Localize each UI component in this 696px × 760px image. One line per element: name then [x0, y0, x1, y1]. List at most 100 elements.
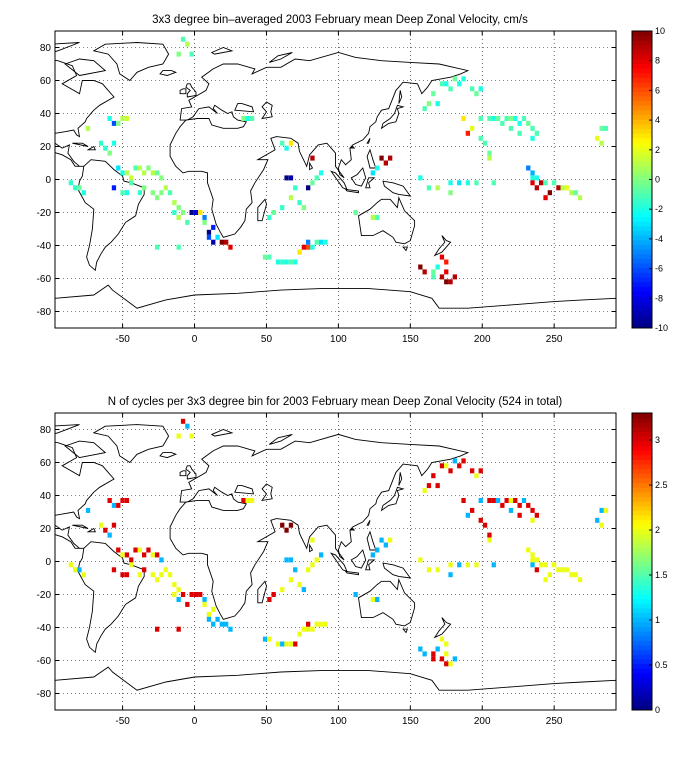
- cycles-bin: [150, 572, 155, 578]
- velocity-bin: [603, 125, 609, 131]
- velocity-coast-hispaniola: [86, 145, 96, 151]
- cycles-colorbar-segment: [632, 515, 652, 521]
- velocity-bin: [297, 200, 302, 206]
- cycles-bin: [474, 562, 479, 568]
- velocity-coast-cuba: [72, 142, 89, 147]
- cycles-bin: [388, 537, 393, 543]
- cycles-colorbar-segment: [632, 575, 652, 581]
- cycles-bin: [444, 661, 449, 667]
- cycles-bin: [133, 547, 138, 553]
- cycles-bin: [444, 463, 449, 469]
- velocity-bin: [297, 249, 302, 255]
- velocity-colorbar-segment: [632, 244, 652, 250]
- velocity-colorbar-segment: [632, 174, 652, 180]
- velocity-bin: [448, 180, 453, 186]
- velocity-colorbar: -10 -8 -6 -4 -2 0 2 4 6 8 10: [631, 26, 668, 333]
- velocity-bin: [452, 274, 457, 280]
- cycles-colorbar-segment: [632, 413, 652, 419]
- velocity-bin: [370, 170, 375, 176]
- cycles-bin: [189, 433, 194, 439]
- cycles-bin: [275, 641, 281, 647]
- velocity-colorbar-segment: [632, 225, 652, 232]
- velocity-colorbar-segment: [632, 40, 652, 46]
- cycles-coast-cuba: [72, 524, 89, 529]
- cycles-bin: [185, 423, 190, 429]
- velocity-bin: [543, 180, 548, 186]
- cycles-colorbar-segment: [632, 658, 652, 665]
- cycles-coast-sri-lanka: [309, 543, 314, 553]
- cycles-colorbar-segment: [632, 426, 652, 433]
- velocity-bin: [211, 224, 216, 230]
- cycles-bin: [487, 537, 492, 543]
- velocity-bin: [577, 195, 583, 201]
- cycles-colorbar-segment: [632, 454, 652, 460]
- cycles-xtick-label: 150: [402, 716, 419, 727]
- cycles-bin: [448, 572, 453, 578]
- velocity-bin: [530, 175, 535, 181]
- velocity-bin: [422, 106, 427, 112]
- velocity-bin: [539, 180, 544, 186]
- cycles-bin: [155, 552, 160, 558]
- velocity-colorbar-segment: [632, 68, 652, 74]
- cycles-bin: [530, 507, 535, 513]
- velocity-bin: [193, 210, 199, 215]
- cycles-bin: [564, 567, 570, 573]
- cycles-colorbar-segment: [632, 631, 652, 637]
- cycles-bin: [470, 507, 475, 513]
- velocity-bin: [267, 215, 272, 220]
- velocity-coast-philippines: [366, 148, 377, 169]
- cycles-bin: [431, 656, 436, 662]
- cycles-colorbar-segment: [632, 436, 652, 442]
- cycles-bin: [297, 582, 302, 588]
- velocity-map: [55, 31, 616, 328]
- cycles-bin: [68, 562, 73, 568]
- velocity-bin: [306, 244, 311, 250]
- velocity-bin: [491, 116, 496, 121]
- cycles-bin: [224, 621, 229, 627]
- cycles-coast-tasmania: [402, 628, 409, 634]
- velocity-bin: [439, 254, 445, 260]
- velocity-coast-antarctica: [55, 284, 616, 328]
- velocity-colorbar-segment: [632, 304, 652, 310]
- cycles-bin: [431, 651, 436, 657]
- cycles-bin: [595, 517, 600, 523]
- cycles-bin: [137, 547, 142, 553]
- cycles-bin: [120, 552, 125, 558]
- cycles-bin: [116, 547, 121, 553]
- cycles-bin: [176, 433, 181, 439]
- velocity-xtick-label: 50: [261, 334, 273, 345]
- cycles-coast-hispaniola: [86, 527, 96, 533]
- velocity-coast-caspian: [261, 101, 273, 120]
- velocity-colorbar-label: 8: [655, 56, 660, 66]
- velocity-colorbar-segment: [632, 272, 652, 278]
- cycles-bin: [202, 601, 207, 607]
- velocity-coast-baffin: [64, 58, 107, 76]
- velocity-bin: [534, 185, 539, 191]
- velocity-bin: [465, 180, 470, 186]
- velocity-bin: [73, 185, 78, 191]
- velocity-bin: [172, 200, 177, 206]
- velocity-bin: [457, 81, 462, 87]
- cycles-colorbar-segment: [632, 417, 652, 423]
- velocity-bin: [426, 185, 432, 191]
- cycles-bin: [267, 636, 272, 642]
- velocity-colorbar-segment: [632, 137, 652, 143]
- cycles-colorbar-segment: [632, 561, 652, 567]
- velocity-bin: [185, 219, 190, 225]
- velocity-bin: [176, 244, 181, 250]
- velocity-bin: [526, 165, 531, 171]
- velocity-bin: [306, 185, 311, 191]
- velocity-coast-borneo: [350, 167, 367, 187]
- velocity-bin: [319, 239, 324, 245]
- velocity-colorbar-segment: [632, 100, 652, 106]
- velocity-bin: [439, 274, 445, 280]
- velocity-bin: [599, 140, 604, 146]
- cycles-bin: [435, 646, 440, 652]
- cycles-bin: [150, 552, 155, 558]
- cycles-colorbar-segment: [632, 422, 652, 428]
- velocity-colorbar-segment: [632, 202, 652, 208]
- velocity-bin: [137, 165, 142, 171]
- velocity-bin: [375, 165, 380, 171]
- velocity-bin: [508, 116, 514, 121]
- cycles-colorbar-segment: [632, 584, 652, 590]
